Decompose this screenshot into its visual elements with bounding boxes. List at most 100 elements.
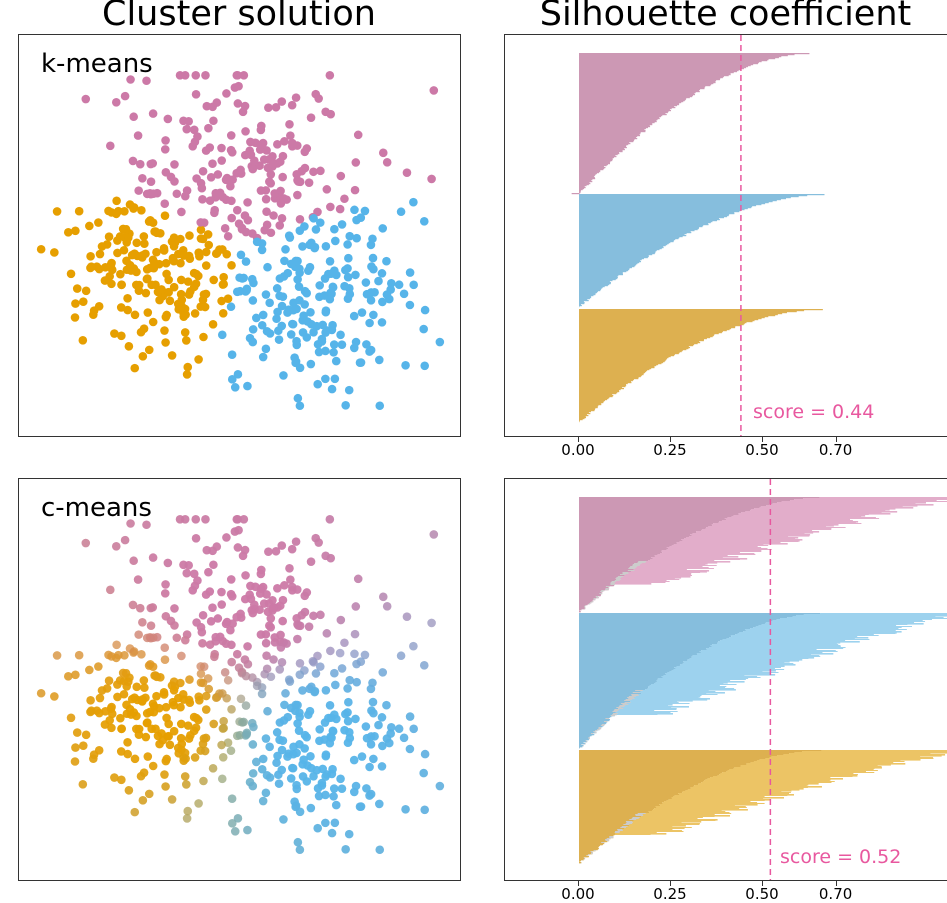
silhouette-bar-blue: [579, 615, 797, 617]
scatter-point: [350, 629, 360, 639]
silhouette-bar-pink: [579, 586, 606, 588]
scatter-point: [332, 714, 341, 724]
scatter-point: [227, 657, 236, 667]
silhouette-bar-orange: [579, 798, 672, 800]
silhouette-bar-pink: [579, 531, 697, 533]
silhouette-bar-orange: [579, 812, 650, 814]
scatter-point: [227, 261, 236, 270]
silhouette-bar-orange: [579, 381, 632, 383]
scatter-point: [228, 619, 237, 628]
silhouette-membership-bar: [699, 651, 838, 652]
scatter-point: [295, 226, 305, 235]
scatter-point: [138, 352, 148, 361]
silhouette-membership-bar: [617, 713, 673, 715]
silhouette-bar-orange: [579, 799, 669, 801]
scatter-point: [81, 730, 91, 740]
silhouette-membership-bar: [669, 546, 758, 548]
scatter-point: [227, 794, 237, 803]
scatter-point: [330, 818, 340, 828]
scatter-point: [365, 762, 374, 772]
scatter-point: [280, 137, 289, 146]
scatter-point: [352, 659, 361, 669]
silhouette-bar-blue: [579, 723, 603, 725]
silhouette-membership-bar: [682, 540, 800, 542]
scatter-point: [306, 751, 315, 761]
silhouette-membership-bar: [625, 574, 692, 575]
scatter-point: [274, 779, 284, 788]
scatter-point: [294, 282, 304, 291]
scatter-point: [168, 253, 178, 263]
silhouette-membership-bar: [701, 530, 813, 532]
silhouette-membership-bar: [710, 777, 831, 778]
silhouette-bar-blue: [579, 248, 662, 250]
scatter-point: [113, 692, 122, 702]
silhouette-membership-bar: [756, 760, 901, 761]
scatter-point: [239, 71, 249, 80]
silhouette-membership-bar: [632, 823, 700, 824]
silhouette-bar-orange: [579, 371, 647, 373]
xaxis-tick-label: 0.25: [653, 885, 687, 903]
scatter-point: [277, 321, 287, 331]
silhouette-membership-bar: [713, 523, 862, 524]
silhouette-bar-blue: [579, 218, 719, 220]
scatter-point: [196, 669, 206, 679]
scatter-point: [227, 375, 237, 384]
silhouette-bar-orange: [579, 375, 642, 377]
silhouette-bar-blue: [579, 231, 691, 233]
scatter-point: [266, 622, 276, 632]
scatter-point: [365, 347, 374, 356]
silhouette-bar-pink: [579, 70, 739, 72]
silhouette-membership-bar: [755, 626, 912, 627]
scatter-point: [78, 297, 88, 306]
scatter-point: [321, 790, 330, 800]
scatter-point: [292, 784, 302, 794]
silhouette-bar-orange: [579, 802, 663, 804]
scatter-point: [113, 236, 122, 245]
silhouette-bar-pink: [579, 559, 651, 561]
scatter-point: [396, 651, 406, 661]
scatter-point: [378, 592, 388, 602]
silhouette-bar-pink: [579, 600, 592, 602]
scatter-point: [362, 784, 371, 793]
scatter-point: [293, 256, 302, 266]
scatter-point: [273, 307, 282, 317]
scatter-point: [226, 746, 236, 756]
silhouette-bar-pink: [579, 511, 746, 513]
silhouette-membership-bar: [666, 549, 772, 550]
scatter-point: [252, 313, 261, 323]
scatter-point: [50, 692, 59, 701]
silhouette-bar-blue: [579, 258, 644, 260]
silhouette-bar-orange: [579, 313, 783, 315]
silhouette-bar-orange: [579, 773, 721, 775]
silhouette-bar-orange: [579, 861, 580, 863]
silhouette-bar-blue: [579, 660, 688, 662]
silhouette-bar-pink: [579, 93, 695, 95]
scatter-point: [343, 738, 353, 748]
silhouette-membership-bar: [678, 793, 790, 795]
silhouette-bar-blue: [579, 663, 683, 665]
silhouette-bar-pink: [579, 150, 623, 152]
scatter-point: [344, 385, 354, 395]
scatter-point: [341, 845, 350, 854]
scatter-point: [321, 241, 331, 251]
silhouette-membership-bar: [690, 534, 811, 536]
silhouette-bar-pink: [579, 138, 638, 140]
scatter-point: [351, 781, 361, 791]
silhouette-membership-bar: [740, 765, 878, 767]
silhouette-membership-bar: [632, 699, 708, 701]
scatter-point: [116, 747, 126, 756]
silhouette-bar-orange: [579, 384, 626, 386]
scatter-point: [161, 258, 171, 268]
scatter-point: [226, 589, 236, 599]
silhouette-membership-bar: [615, 833, 667, 835]
scatter-point: [169, 282, 179, 292]
silhouette-bar-blue: [579, 724, 602, 726]
silhouette-bar-pink: [579, 556, 655, 558]
silhouette-bar-pink: [579, 575, 619, 577]
scatter-point: [71, 670, 80, 680]
silhouette-bar-pink: [579, 518, 725, 520]
silhouette-bar-orange: [579, 758, 766, 760]
silhouette-bar-orange: [579, 310, 805, 312]
silhouette-membership-bar: [615, 712, 671, 713]
silhouette-bar-pink: [579, 537, 687, 539]
